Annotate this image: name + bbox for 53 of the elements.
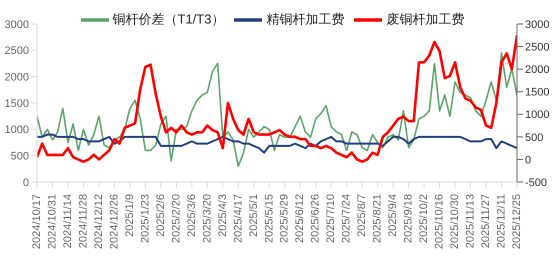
line-series bbox=[37, 52, 517, 167]
x-tick-label: 2025/6/12 bbox=[294, 194, 306, 243]
x-tick-label: 2025/10/16 bbox=[434, 194, 446, 250]
x-tick-label: 2025/9/4 bbox=[387, 194, 400, 237]
x-tick-label: 2025/7/24 bbox=[340, 194, 353, 243]
x-tick-label: 2025/7/10 bbox=[325, 194, 338, 243]
y-tick-label: 1500 bbox=[4, 98, 29, 110]
x-tick-label: 2025/3/20 bbox=[201, 194, 214, 243]
y-tick-label: 2000 bbox=[4, 72, 29, 84]
x-tick-label: 2025/1/9 bbox=[124, 194, 136, 237]
x-tick-label: 2025/11/27 bbox=[480, 194, 492, 248]
y2-tick-label: 1500 bbox=[525, 86, 550, 99]
y2-tick-label: 3000 bbox=[525, 18, 550, 31]
x-tick-label: 2025/8/7 bbox=[356, 194, 368, 237]
x-tick-label: 2025/5/1 bbox=[248, 194, 260, 237]
y-tick-label: 500 bbox=[10, 150, 29, 163]
x-tick-label: 2025/9/18 bbox=[402, 194, 415, 243]
y-tick-label: 2500 bbox=[4, 45, 29, 58]
x-tick-label: 2025/4/17 bbox=[232, 194, 244, 243]
y2-tick-label: 2000 bbox=[525, 64, 550, 76]
x-tick-label: 2025/10/2 bbox=[418, 194, 430, 243]
x-tick-label: 2025/4/3 bbox=[216, 194, 229, 237]
legend-label: 废铜杆加工费 bbox=[386, 11, 464, 26]
x-tick-label: 2025/11/13 bbox=[464, 194, 477, 248]
x-tick-label: 2025/8/21 bbox=[372, 194, 384, 243]
x-tick-label: 2024/12/26 bbox=[108, 194, 120, 250]
line-series bbox=[37, 134, 517, 154]
y2-tick-label: 2500 bbox=[525, 41, 550, 54]
x-tick-label: 2025/5/29 bbox=[278, 194, 291, 243]
x-tick-label: 2024/10/17 bbox=[31, 194, 43, 250]
y-tick-label: 0 bbox=[22, 176, 29, 189]
x-tick-label: 2025/6/26 bbox=[310, 194, 322, 243]
y-tick-label: 3000 bbox=[4, 18, 29, 31]
x-tick-label: 2025/12/11 bbox=[496, 194, 508, 248]
y2-tick-label: 0 bbox=[525, 154, 532, 166]
x-tick-label: 2025/1/23 bbox=[139, 194, 152, 243]
x-tick-label: 2025/3/6 bbox=[186, 194, 198, 237]
y2-tick-label: -500 bbox=[525, 176, 548, 189]
legend-label: 铜杆价差（T1/T3） bbox=[112, 11, 224, 26]
x-tick-label: 2025/2/20 bbox=[170, 194, 182, 243]
y2-tick-label: 1000 bbox=[525, 109, 550, 122]
line-series bbox=[37, 34, 517, 163]
legend-label: 精铜杆加工费 bbox=[266, 11, 344, 26]
x-tick-label: 2025/5/15 bbox=[263, 194, 276, 243]
x-tick-label: 2025/10/30 bbox=[449, 194, 462, 250]
y2-tick-label: 500 bbox=[525, 132, 544, 144]
x-tick-label: 2024/10/31 bbox=[46, 194, 58, 250]
x-tick-label: 2024/12/12 bbox=[92, 194, 105, 250]
x-tick-label: 2025/2/6 bbox=[154, 194, 167, 237]
x-tick-label: 2025/12/25 bbox=[511, 194, 523, 250]
y-tick-label: 1000 bbox=[4, 124, 29, 136]
x-tick-label: 2024/11/14 bbox=[62, 194, 74, 248]
x-tick-label: 2024/11/28 bbox=[77, 194, 90, 248]
